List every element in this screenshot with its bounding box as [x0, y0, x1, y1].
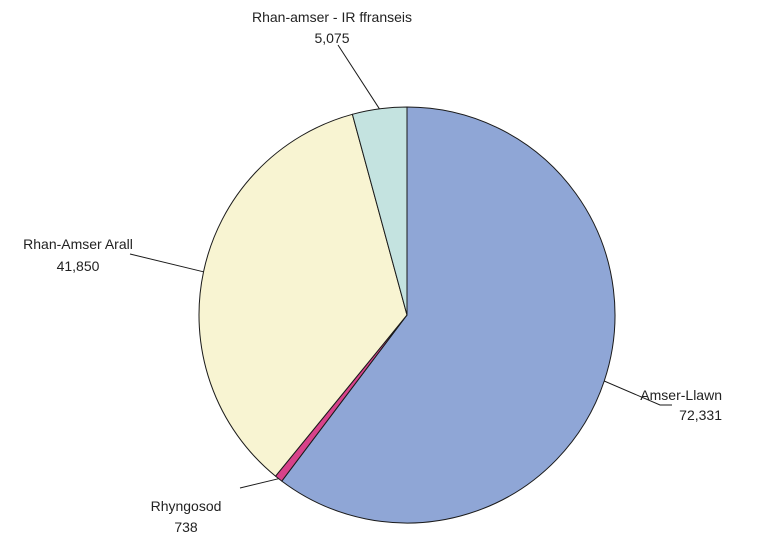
leader-line: [604, 380, 672, 406]
slice-label-name: Amser-Llawn: [640, 387, 722, 403]
leader-line: [337, 44, 380, 110]
slice-label-name: Rhan-Amser Arall: [23, 236, 133, 252]
slice-label-name: Rhan-amser - IR ffranseis: [252, 9, 412, 25]
pie-slice-rhan-amser-arall: [198, 113, 408, 477]
leader-line: [129, 253, 204, 273]
pie-slice-rhan-amser-ir-ffranseis: [351, 106, 408, 316]
pie-slices: [198, 106, 616, 524]
slice-label-value: 41,850: [57, 258, 100, 274]
label-leader-lines: [129, 44, 672, 489]
leader-line: [239, 478, 279, 489]
slice-label-value: 738: [174, 519, 198, 535]
slice-label-value: 72,331: [679, 407, 722, 423]
slice-label-name: Rhyngosod: [151, 498, 222, 514]
slice-labels: Amser-Llawn 72,331 Rhyngosod 738 Rhan-Amser …: [23, 9, 722, 535]
slice-label-value: 5,075: [314, 30, 349, 46]
